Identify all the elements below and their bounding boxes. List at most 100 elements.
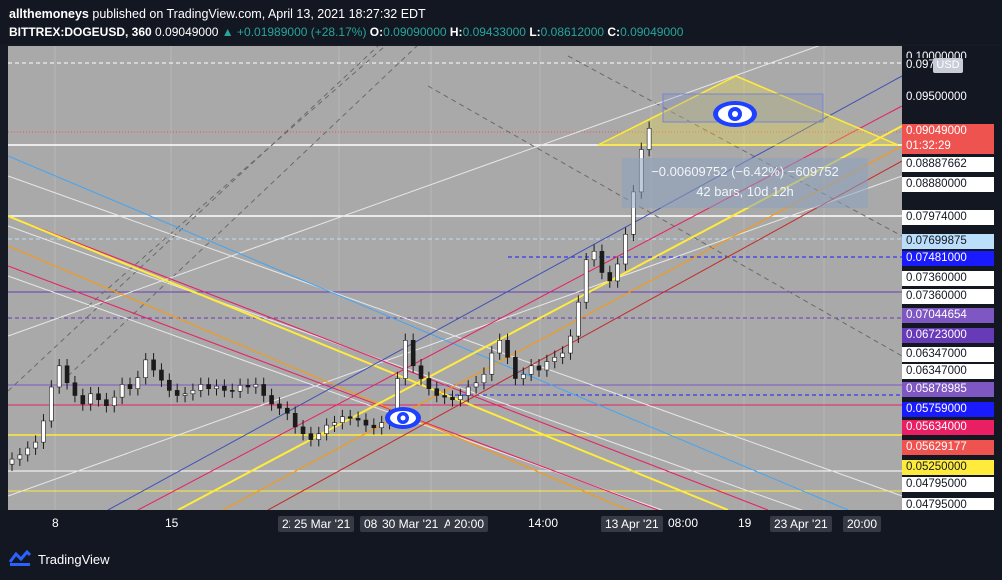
candle-body (72, 382, 78, 396)
candle-body (159, 369, 164, 381)
candle-body (418, 365, 424, 379)
tradingview-brand[interactable]: TradingView (38, 552, 110, 567)
blue-down-line (8, 155, 849, 510)
candle-body (167, 379, 172, 391)
candle-body (363, 419, 369, 426)
candle-body (214, 385, 219, 389)
time-label: 14:00 (528, 516, 559, 530)
candle-body (576, 301, 581, 337)
candle-body (261, 384, 267, 396)
author-name[interactable]: allthemoneys (9, 7, 89, 21)
candle-body (111, 396, 117, 406)
candle-body (33, 441, 38, 449)
time-label: 25 Mar '21 (290, 516, 355, 532)
candle-body (489, 352, 495, 375)
candle-body (426, 378, 432, 389)
candle-body (481, 373, 487, 384)
candle-body (308, 433, 314, 440)
low-value: 0.08612000 (540, 25, 605, 39)
candle-body (245, 385, 251, 388)
candle-body (222, 385, 227, 391)
candle-body (402, 340, 408, 379)
price-label: 0.07974000 (902, 210, 994, 225)
horizontal-levels (8, 62, 902, 492)
candle-body (473, 382, 479, 388)
candle-body (292, 412, 298, 428)
candle-body (182, 393, 188, 396)
symbol-info: BITTREX:DOGEUSD, 360 0.09049000 ▲ +0.019… (9, 25, 683, 39)
candle-body (355, 418, 361, 421)
price-label: 0.05629177 (902, 440, 994, 455)
candle-body (442, 395, 447, 398)
time-label: 30 Mar '21 (378, 516, 443, 532)
candle-body (49, 386, 54, 422)
price-label: 0.05634000 (902, 420, 994, 435)
candle-body (458, 395, 463, 401)
candle-body (277, 403, 282, 409)
price-label: 0.04795000 (902, 498, 994, 513)
candle-body (285, 407, 290, 414)
price-label: 0.09049000 (902, 124, 994, 139)
price-label: 0.08887662 (902, 157, 994, 172)
candle-body (544, 361, 550, 371)
candle-body (229, 390, 235, 392)
candle-body (17, 454, 23, 460)
eye-icon (713, 101, 757, 127)
candle-body (174, 390, 180, 396)
tradingview-logo-icon (8, 550, 32, 566)
measure-bars: 42 bars, 10d 12h (696, 184, 794, 199)
symbol-name[interactable]: BITTREX:DOGEUSD, 360 (9, 25, 152, 39)
candle-body (583, 259, 589, 303)
candle-body (450, 396, 455, 401)
orange-down-line (8, 245, 629, 510)
footer: TradingView (0, 538, 1002, 580)
candle-body (505, 340, 510, 358)
candle-body (316, 433, 322, 440)
open-label: O: (369, 25, 384, 39)
candle-body (253, 384, 259, 388)
time-label: 19 (738, 516, 752, 530)
candle-body (332, 422, 337, 426)
candle-body (347, 416, 353, 419)
candle-body (135, 377, 141, 389)
price-label: 0.07699875 (902, 234, 994, 249)
price-label: 01:32:29 (902, 139, 994, 154)
price-label: 0.06723000 (902, 328, 994, 343)
candle-body (528, 365, 534, 375)
chart-canvas[interactable] (8, 46, 902, 510)
price-label: 0.08880000 (902, 177, 994, 192)
candle-body (591, 250, 597, 261)
eye-icon (385, 407, 421, 429)
candle-body (371, 424, 377, 429)
price-axis[interactable]: 0.10000000 0.09730 0.09500000 0.09049000 01:… (902, 46, 1002, 513)
high-value: 0.09433000 (462, 25, 526, 39)
candle-body (552, 357, 558, 362)
chart-pane[interactable]: −0.00609752 (−6.42%) −609752 42 bars, 10… (8, 46, 902, 510)
candle-body (151, 359, 156, 371)
candle-body (623, 234, 628, 265)
price-label: 0.07360000 (902, 271, 994, 286)
candle-body (536, 365, 542, 371)
time-label: 8 (52, 516, 59, 530)
price-label: 0.06347000 (902, 364, 994, 379)
price-label: 0.07360000 (902, 289, 994, 304)
price-label: 0.04795000 (902, 477, 994, 492)
candle-body (237, 385, 243, 392)
red-down-lines (8, 215, 769, 510)
measure-change: −0.00609752 (−6.42%) −609752 (651, 164, 839, 179)
candle-body (9, 458, 15, 465)
candle-body (41, 420, 46, 443)
price-label: 0.07481000 (902, 251, 994, 266)
currency-badge[interactable]: USD (933, 58, 963, 73)
candlestick-series (9, 121, 652, 471)
low-label: L: (529, 25, 541, 39)
candle-body (520, 373, 526, 379)
yellow-down-line (8, 215, 729, 510)
measure-tooltip: −0.00609752 (−6.42%) −609752 42 bars, 10… (622, 158, 868, 208)
candle-body (513, 357, 518, 379)
price-label: 0.07044654 (902, 308, 994, 323)
chart-header: allthemoneys published on TradingView.co… (0, 0, 1002, 44)
candle-body (434, 388, 440, 396)
time-label: 20:00 (450, 516, 489, 532)
